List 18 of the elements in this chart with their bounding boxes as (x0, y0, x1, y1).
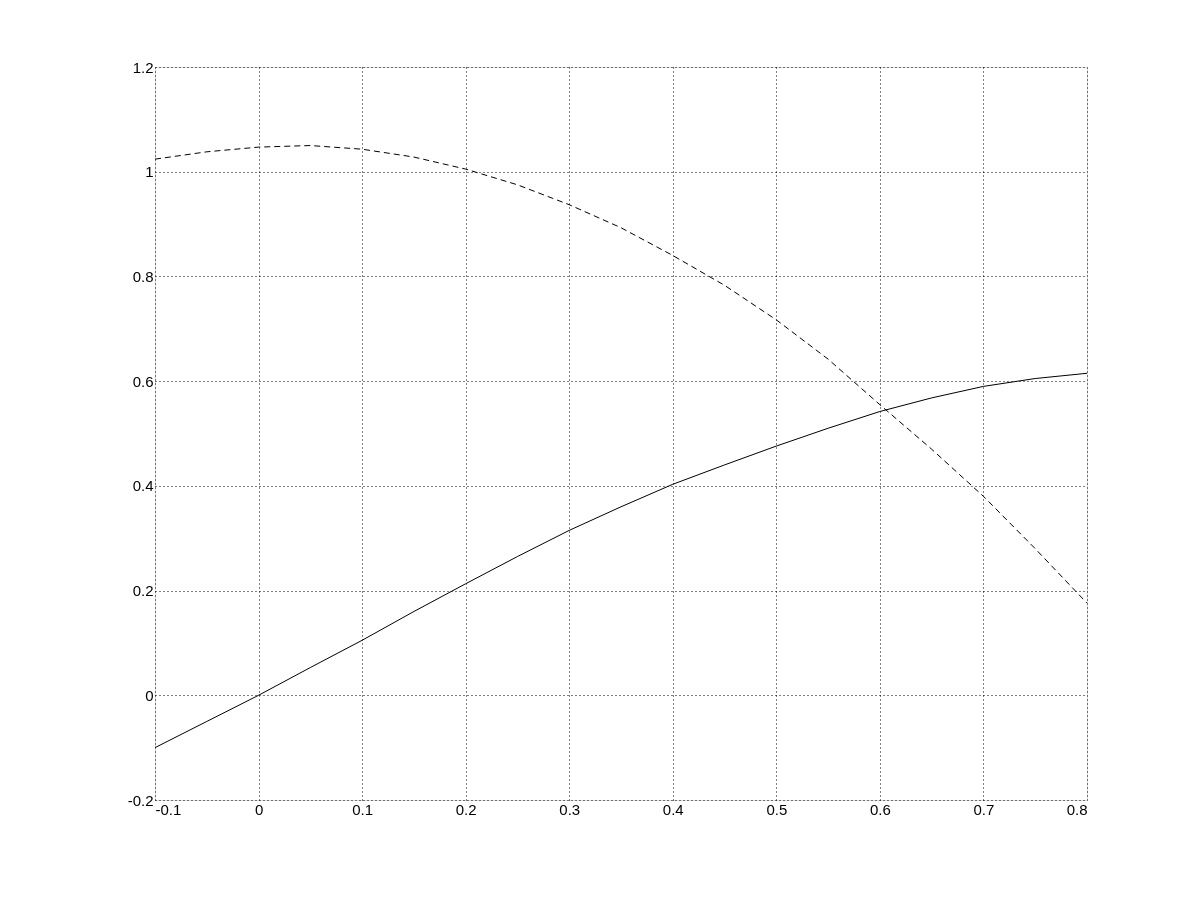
x-tick-label: 0.3 (559, 800, 581, 818)
x-tick-label: 0.5 (766, 800, 788, 818)
y-tick-label: 1 (145, 163, 154, 181)
x-tick-label: 0.2 (455, 800, 477, 818)
y-tick-label: 0 (145, 686, 154, 704)
x-tick-label: 0.6 (869, 800, 891, 818)
y-tick-label: 0.4 (132, 477, 154, 495)
y-tick-label: -0.2 (127, 791, 154, 809)
x-tick-label: 0 (254, 800, 264, 818)
x-tick-label: 0.8 (1066, 800, 1088, 818)
y-tick-label: 1.2 (132, 58, 154, 76)
x-tick-label: 0.1 (352, 800, 374, 818)
x-tick-label: -0.1 (155, 800, 182, 818)
x-tick-label: 0.7 (973, 800, 995, 818)
x-tick-label: 0.4 (662, 800, 684, 818)
y-tick-label: 0.8 (132, 267, 154, 285)
y-tick-label: 0.2 (132, 582, 154, 600)
y-tick-label: 0.6 (132, 372, 154, 390)
